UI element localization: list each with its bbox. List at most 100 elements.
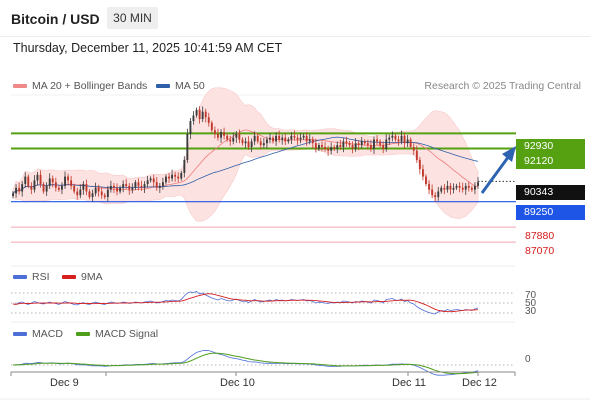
candle-body bbox=[24, 176, 27, 184]
candle-body bbox=[134, 182, 137, 188]
candle-body bbox=[474, 185, 476, 190]
candle-body bbox=[21, 184, 24, 192]
macd-zero-label: 0 bbox=[525, 354, 531, 365]
rsi-level-30: 30 bbox=[525, 306, 537, 317]
legend-swatch-macd bbox=[13, 332, 27, 337]
candle-body bbox=[223, 132, 225, 136]
candle-body bbox=[85, 184, 88, 192]
ma50-line bbox=[12, 136, 479, 194]
candle-body bbox=[70, 180, 73, 186]
candle-body bbox=[106, 189, 109, 197]
candle-body bbox=[103, 195, 106, 198]
candle-body bbox=[434, 195, 437, 198]
macd-line bbox=[12, 349, 479, 376]
candle-body bbox=[207, 117, 210, 123]
candle-body bbox=[247, 141, 250, 147]
candle-body bbox=[198, 109, 201, 120]
candle-body bbox=[379, 141, 382, 146]
candle-body bbox=[64, 176, 66, 186]
candle-body bbox=[391, 135, 394, 138]
candle-body bbox=[253, 135, 256, 142]
candle-body bbox=[284, 137, 287, 142]
candle-body bbox=[61, 185, 63, 190]
candle-body bbox=[168, 176, 170, 179]
candle-body bbox=[226, 135, 229, 140]
timeframe-badge[interactable]: 30 MIN bbox=[107, 7, 158, 29]
candle-body bbox=[48, 178, 51, 186]
rsi-level-70: 70 bbox=[525, 290, 537, 301]
candle-body bbox=[470, 187, 473, 190]
legend-macd: MACD bbox=[13, 328, 63, 340]
candle-body bbox=[388, 137, 391, 140]
candle-body bbox=[204, 111, 207, 118]
candle-body bbox=[113, 185, 115, 188]
candle-body bbox=[152, 178, 155, 183]
research-credit: Research © 2025 Trading Central bbox=[424, 80, 581, 92]
candle-body bbox=[455, 185, 458, 188]
candle-body bbox=[333, 147, 336, 149]
candle-body bbox=[82, 184, 85, 190]
x-tick-label-1: Dec 9 bbox=[50, 377, 79, 389]
candle-body bbox=[165, 176, 167, 183]
candle-body bbox=[351, 145, 354, 149]
candle-body bbox=[287, 139, 290, 142]
macd-signal-line bbox=[12, 352, 479, 375]
candle-body bbox=[18, 187, 21, 192]
candle-body bbox=[210, 122, 213, 131]
forecast-arrow-head bbox=[502, 146, 516, 162]
candle-body bbox=[425, 176, 427, 184]
candle-body bbox=[464, 185, 467, 190]
candle-body bbox=[321, 145, 323, 147]
candle-body bbox=[250, 141, 253, 147]
candle-body bbox=[262, 143, 265, 146]
legend-swatch-ma20 bbox=[13, 84, 27, 89]
candle-body bbox=[76, 191, 79, 196]
candle-body bbox=[428, 184, 430, 190]
candle-body bbox=[397, 139, 400, 142]
candle-body bbox=[443, 187, 446, 190]
candle-body bbox=[363, 141, 366, 144]
candle-body bbox=[440, 187, 443, 192]
candle-body bbox=[57, 187, 60, 190]
candle-body bbox=[354, 143, 357, 149]
candle-body bbox=[467, 185, 470, 188]
legend-label-rsi-ma: 9MA bbox=[81, 271, 103, 283]
candle-body bbox=[403, 135, 406, 144]
candle-body bbox=[446, 185, 449, 190]
candle-body bbox=[431, 189, 434, 196]
candle-body bbox=[415, 150, 418, 160]
candle-body bbox=[125, 184, 128, 186]
candle-body bbox=[88, 191, 91, 198]
candle-body bbox=[232, 137, 235, 142]
candle-body bbox=[149, 178, 152, 181]
level-tag-support-1: 89250 bbox=[516, 205, 585, 220]
candle-body bbox=[418, 159, 421, 170]
candle-body bbox=[324, 147, 326, 149]
candle-body bbox=[128, 185, 131, 190]
candle-body bbox=[241, 139, 244, 144]
candle-body bbox=[195, 109, 198, 116]
candle-body bbox=[91, 193, 94, 197]
candle-body bbox=[302, 135, 305, 138]
legend-swatch-macd-signal bbox=[76, 332, 90, 337]
candle-body bbox=[293, 135, 296, 138]
candle-body bbox=[266, 139, 268, 144]
candle-body bbox=[201, 111, 204, 120]
candle-body bbox=[109, 185, 112, 190]
candle-body bbox=[296, 137, 299, 140]
rsi-ma-line bbox=[12, 293, 479, 313]
candle-body bbox=[217, 134, 219, 138]
x-tick-label-4: Dec 12 bbox=[462, 377, 497, 389]
candles bbox=[12, 106, 479, 203]
candle-body bbox=[339, 145, 342, 147]
candle-body bbox=[229, 139, 232, 142]
legend-rsi-ma: 9MA bbox=[62, 271, 103, 283]
price-panel bbox=[11, 87, 516, 243]
x-axis bbox=[0, 371, 590, 400]
candle-body bbox=[189, 121, 192, 134]
candle-body bbox=[137, 182, 140, 186]
macd-panel bbox=[11, 321, 515, 376]
legend-label-rsi: RSI bbox=[32, 271, 50, 283]
candle-body bbox=[12, 193, 14, 197]
